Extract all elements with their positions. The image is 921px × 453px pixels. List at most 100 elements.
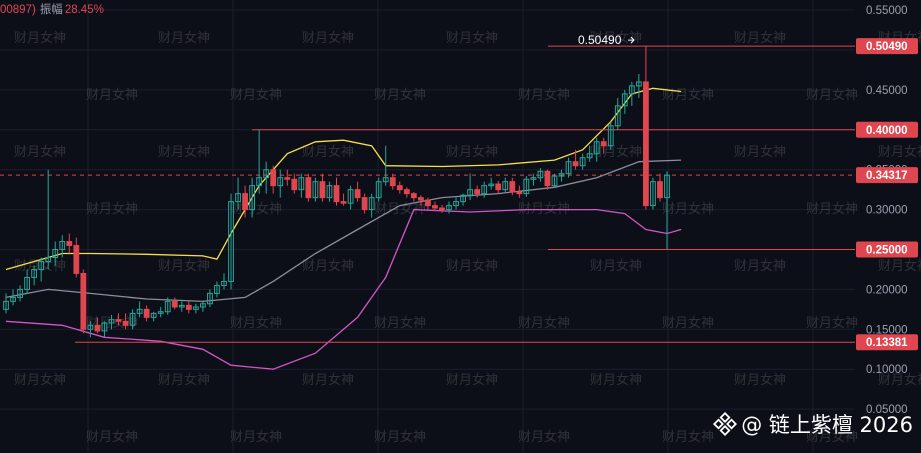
watermark-text: 财月女神 — [446, 30, 498, 46]
watermark-text: 财月女神 — [590, 372, 642, 388]
price-tag-label: 0.25000 — [866, 245, 908, 257]
watermark-text: 财月女神 — [302, 258, 354, 274]
watermark-text: 财月女神 — [734, 258, 786, 274]
watermark-text: 财月女神 — [518, 87, 570, 103]
candle-body — [66, 241, 73, 247]
candle-body — [460, 194, 466, 203]
candle-body — [340, 201, 347, 204]
candle-body — [270, 169, 277, 187]
candle-body — [593, 141, 600, 155]
candle-body — [354, 189, 361, 199]
candle-body — [446, 205, 452, 211]
candle-body — [115, 319, 122, 322]
lower-band-line — [5, 208, 682, 370]
watermark-text: 财月女神 — [806, 201, 858, 217]
candle-body — [263, 169, 270, 179]
amplitude-label: 振幅 — [39, 4, 63, 16]
y-tick-label: 0.05000 — [866, 404, 908, 416]
watermark-text: 财月女神 — [14, 372, 66, 388]
watermark-text: 财月女神 — [446, 372, 498, 388]
candle-body — [249, 185, 256, 211]
watermark-text: 财月女神 — [302, 144, 354, 160]
y-tick-label: 0.55000 — [866, 5, 908, 17]
candle-body — [242, 193, 248, 211]
candle-body — [558, 173, 565, 177]
price-tags: 0.50490 0.40000 0.34317 0.25000 0.13381 — [856, 38, 918, 351]
watermark-text: 财月女神 — [734, 30, 786, 46]
y-tick-label: 0.15000 — [866, 324, 908, 336]
watermark-text: 财月女神 — [518, 315, 570, 331]
watermark-text: 财月女神 — [302, 30, 354, 46]
candle-body — [643, 81, 649, 207]
price-tag-box — [856, 38, 918, 55]
candle-body — [551, 175, 558, 187]
watermark-text: 财月女神 — [590, 144, 642, 160]
candle-body — [94, 324, 101, 332]
candle-body — [410, 193, 417, 199]
candle-body — [657, 181, 663, 199]
brand-watermark: @ 链上紫檀 2026 — [713, 409, 913, 439]
watermark-text: 财月女神 — [230, 429, 282, 445]
candle-body — [284, 177, 291, 180]
price-tag-label: 0.50490 — [866, 41, 908, 53]
watermark-text: 财月女神 — [158, 30, 210, 46]
candle-body — [650, 181, 656, 207]
candle-body — [403, 189, 410, 195]
watermark-text: 财月女神 — [590, 30, 642, 46]
price-tag-label: 0.34317 — [866, 170, 908, 182]
watermark-text: 财月女神 — [806, 87, 858, 103]
candle-body — [425, 199, 431, 207]
candle-body — [600, 141, 607, 147]
candle-body — [326, 185, 333, 199]
candle-body — [157, 311, 164, 314]
candle-body — [150, 312, 157, 318]
candle-body — [368, 197, 375, 211]
candle-body — [417, 197, 424, 201]
y-tick-label: 0.30000 — [866, 205, 908, 217]
watermark-text: 财月女神 — [734, 372, 786, 388]
candle-body — [108, 319, 115, 324]
candle-body — [361, 197, 368, 211]
candle-body — [214, 284, 220, 294]
watermark-text: 财月女神 — [662, 315, 714, 331]
amplitude-value: 28.45% — [64, 4, 104, 16]
candle-body — [488, 183, 495, 187]
high-annotation: 0.50490 — [578, 33, 635, 47]
watermark-text: 财月女神 — [14, 30, 66, 46]
candle-body — [664, 174, 670, 199]
watermark-text: 财月女神 — [374, 201, 426, 217]
annotation-arrow-icon — [628, 36, 635, 44]
candle-body — [375, 181, 382, 199]
watermark-text: 财月女神 — [86, 429, 138, 445]
upper-band-line — [5, 87, 682, 271]
candle-body — [221, 280, 227, 286]
candle-body — [45, 256, 52, 262]
candle-body — [628, 85, 635, 95]
header-prefix: 00897) — [0, 4, 36, 16]
watermark-text: 财月女神 — [806, 429, 858, 445]
candle-body — [24, 276, 30, 290]
candle-body — [312, 181, 319, 199]
candle-body — [73, 245, 80, 274]
candle-body — [207, 292, 213, 305]
candle-body — [164, 300, 171, 313]
candle-body — [136, 308, 143, 314]
watermark-text: 财月女神 — [374, 87, 426, 103]
candle-body — [579, 157, 586, 167]
candle-body — [305, 177, 312, 199]
candle-body — [31, 268, 38, 278]
candle-body — [586, 153, 593, 159]
price-levels — [0, 45, 855, 343]
watermark-text: 财月女神 — [230, 87, 282, 103]
candle-body — [502, 181, 509, 191]
y-axis: 0.550000.500000.450000.400000.350000.300… — [866, 5, 908, 416]
candle-body — [256, 177, 263, 187]
binance-logo-icon — [713, 412, 738, 436]
candle-body — [38, 260, 45, 270]
candle-body — [101, 322, 108, 332]
watermark-text: 财月女神 — [878, 372, 921, 388]
candle-body — [509, 181, 516, 193]
candle-body — [52, 249, 59, 258]
watermark-text: 财月女神 — [518, 429, 570, 445]
